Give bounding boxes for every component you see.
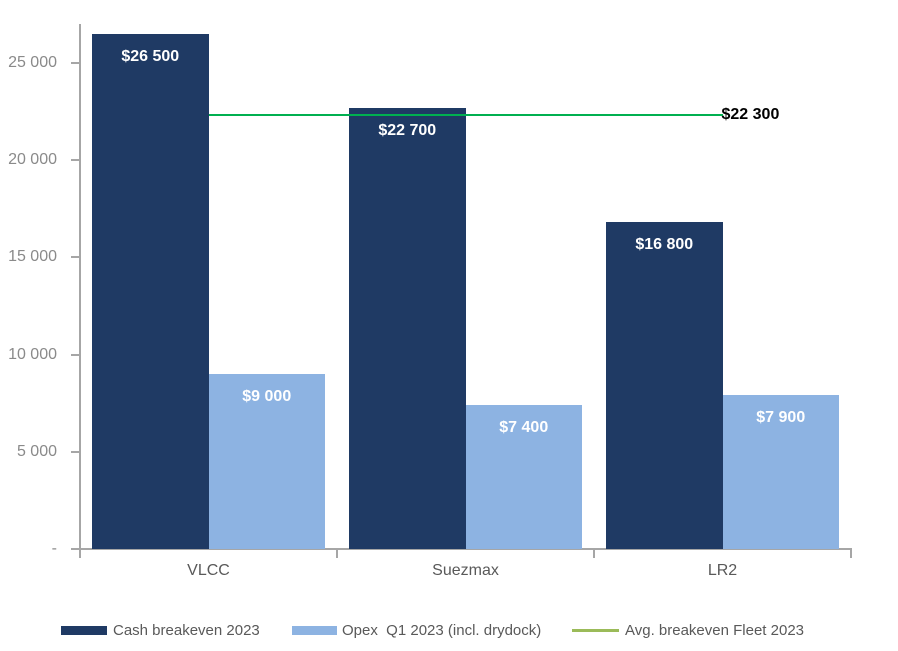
legend: Cash breakeven 2023 Opex Q1 2023 (incl. … <box>0 620 898 642</box>
bar <box>92 33 209 549</box>
category-label: LR2 <box>707 562 738 579</box>
x-tick <box>336 550 338 558</box>
bar-value-label: $26 500 <box>121 47 180 65</box>
bar-value-label: $7 900 <box>756 409 806 427</box>
legend-label-cash-breakeven: Cash breakeven 2023 <box>113 621 260 639</box>
category-label: Suezmax <box>432 562 499 579</box>
bar-value-label: $9 000 <box>242 388 292 405</box>
legend-swatch-opex <box>292 625 337 635</box>
bar <box>606 222 723 549</box>
y-tick-label: 20 000 <box>8 151 57 169</box>
y-tick <box>71 353 80 356</box>
legend-item-opex: Opex Q1 2023 (incl. drydock) <box>292 620 541 640</box>
legend-label-opex: Opex Q1 2023 (incl. drydock) <box>342 621 542 639</box>
y-tick <box>71 256 80 259</box>
y-tick-label: 10 000 <box>8 345 57 363</box>
bar-value-label: $22 700 <box>378 121 437 139</box>
avg-breakeven-line <box>208 114 723 117</box>
y-tick-label: - <box>51 540 57 557</box>
bar <box>208 374 325 549</box>
x-tick <box>850 550 852 558</box>
y-tick-label: 15 000 <box>8 248 57 266</box>
y-tick <box>71 450 80 453</box>
y-tick-label: 5 000 <box>16 442 57 460</box>
y-tick-label: 25 000 <box>8 53 57 71</box>
y-tick <box>71 61 80 64</box>
y-tick <box>71 159 80 162</box>
legend-item-avg-breakeven: Avg. breakeven Fleet 2023 <box>572 620 804 640</box>
legend-swatch-cash-breakeven <box>61 625 107 635</box>
bar <box>465 405 582 549</box>
legend-item-cash-breakeven: Cash breakeven 2023 <box>61 620 260 640</box>
x-tick <box>593 550 595 558</box>
y-tick <box>71 548 80 550</box>
legend-swatch-avg-breakeven <box>572 628 619 632</box>
x-tick <box>79 550 81 558</box>
y-axis <box>79 24 81 550</box>
bar-value-label: $7 400 <box>499 419 549 437</box>
avg-breakeven-value-label: $22 300 <box>721 106 780 124</box>
bar <box>349 107 466 549</box>
x-axis <box>79 548 852 550</box>
legend-label-avg-breakeven: Avg. breakeven Fleet 2023 <box>625 621 805 639</box>
bar-value-label: $16 800 <box>635 236 694 254</box>
category-label: VLCC <box>187 562 230 579</box>
bar <box>722 395 839 549</box>
